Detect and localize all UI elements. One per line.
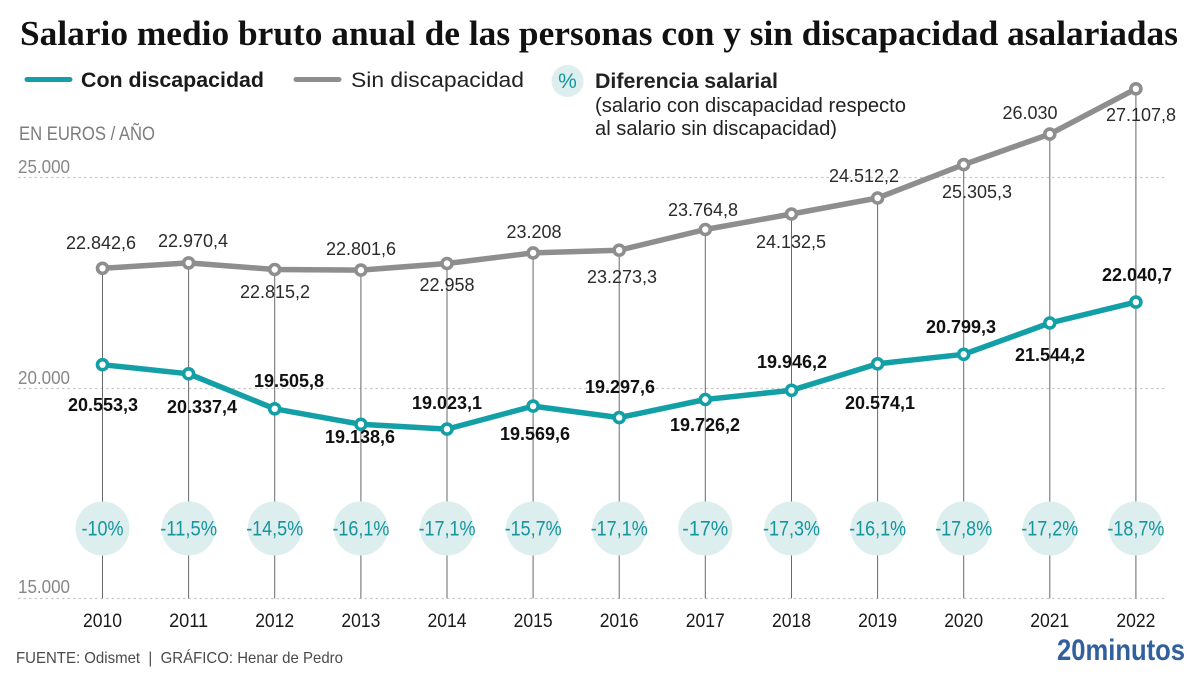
svg-text:24.132,5: 24.132,5 bbox=[756, 232, 826, 252]
svg-text:2015: 2015 bbox=[514, 610, 553, 632]
svg-text:19.946,2: 19.946,2 bbox=[757, 352, 827, 372]
svg-text:23.208: 23.208 bbox=[506, 222, 561, 242]
svg-text:Sin discapacidad: Sin discapacidad bbox=[351, 69, 524, 92]
svg-text:FUENTE: Odismet | GRÁFICO: H: FUENTE: Odismet | GRÁFICO: Henar de Pedr… bbox=[16, 648, 343, 667]
svg-text:al salario sin discapacidad): al salario sin discapacidad) bbox=[595, 118, 837, 140]
svg-text:-11,5%: -11,5% bbox=[160, 518, 217, 541]
svg-text:-17,2%: -17,2% bbox=[1021, 518, 1078, 541]
svg-text:21.544,2: 21.544,2 bbox=[1015, 345, 1085, 365]
svg-text:-17,8%: -17,8% bbox=[935, 518, 992, 541]
svg-text:-16,1%: -16,1% bbox=[849, 518, 906, 541]
svg-text:2019: 2019 bbox=[858, 610, 897, 632]
svg-text:22.970,4: 22.970,4 bbox=[158, 231, 228, 251]
svg-text:Con discapacidad: Con discapacidad bbox=[81, 69, 264, 92]
svg-text:-17,1%: -17,1% bbox=[419, 518, 476, 541]
svg-text:19.569,6: 19.569,6 bbox=[500, 424, 570, 444]
svg-text:20.000: 20.000 bbox=[18, 368, 70, 388]
svg-text:(salario con discapacidad resp: (salario con discapacidad respecto bbox=[595, 95, 906, 117]
svg-text:19.297,6: 19.297,6 bbox=[585, 377, 655, 397]
svg-text:23.273,3: 23.273,3 bbox=[587, 267, 657, 287]
svg-text:20minutos: 20minutos bbox=[1057, 634, 1185, 667]
svg-text:2010: 2010 bbox=[83, 610, 122, 632]
svg-text:2021: 2021 bbox=[1030, 610, 1069, 632]
svg-text:2022: 2022 bbox=[1116, 610, 1155, 632]
svg-text:22.958: 22.958 bbox=[419, 275, 474, 295]
svg-text:-15,7%: -15,7% bbox=[505, 518, 562, 541]
svg-text:24.512,2: 24.512,2 bbox=[829, 166, 899, 186]
svg-text:19.505,8: 19.505,8 bbox=[254, 371, 324, 391]
svg-text:2018: 2018 bbox=[772, 610, 811, 632]
svg-text:Salario medio bruto anual de l: Salario medio bruto anual de las persona… bbox=[20, 14, 1178, 53]
svg-text:-17,1%: -17,1% bbox=[591, 518, 648, 541]
svg-text:2013: 2013 bbox=[341, 610, 380, 632]
svg-text:20.553,3: 20.553,3 bbox=[68, 395, 138, 415]
svg-text:23.764,8: 23.764,8 bbox=[668, 200, 738, 220]
svg-text:20.337,4: 20.337,4 bbox=[167, 397, 237, 417]
svg-text:20.574,1: 20.574,1 bbox=[845, 393, 915, 413]
svg-text:26.030: 26.030 bbox=[1002, 103, 1057, 123]
svg-text:19.023,1: 19.023,1 bbox=[412, 393, 482, 413]
svg-text:-10%: -10% bbox=[82, 518, 124, 541]
svg-text:22.815,2: 22.815,2 bbox=[240, 282, 310, 302]
svg-text:22.801,6: 22.801,6 bbox=[326, 239, 396, 259]
svg-text:25.000: 25.000 bbox=[18, 157, 70, 177]
svg-text:19.726,2: 19.726,2 bbox=[670, 415, 740, 435]
svg-text:19.138,6: 19.138,6 bbox=[325, 427, 395, 447]
svg-text:20.799,3: 20.799,3 bbox=[926, 317, 996, 337]
svg-text:27.107,8: 27.107,8 bbox=[1106, 105, 1176, 125]
svg-text:Diferencia salarial: Diferencia salarial bbox=[595, 70, 778, 93]
svg-text:-17,3%: -17,3% bbox=[763, 518, 820, 541]
svg-text:EN EUROS / AÑO: EN EUROS / AÑO bbox=[19, 123, 155, 145]
svg-text:-18,7%: -18,7% bbox=[1107, 518, 1164, 541]
svg-text:%: % bbox=[558, 70, 577, 93]
svg-text:2011: 2011 bbox=[169, 610, 208, 632]
svg-text:2017: 2017 bbox=[686, 610, 725, 632]
svg-text:2016: 2016 bbox=[600, 610, 639, 632]
svg-text:15.000: 15.000 bbox=[18, 577, 70, 597]
svg-text:-16,1%: -16,1% bbox=[332, 518, 389, 541]
svg-text:-14,5%: -14,5% bbox=[246, 518, 303, 541]
svg-text:22.842,6: 22.842,6 bbox=[66, 233, 136, 253]
svg-text:2012: 2012 bbox=[255, 610, 294, 632]
svg-text:-17%: -17% bbox=[682, 518, 728, 541]
svg-text:2014: 2014 bbox=[428, 610, 467, 632]
svg-text:25.305,3: 25.305,3 bbox=[942, 182, 1012, 202]
svg-text:22.040,7: 22.040,7 bbox=[1102, 265, 1172, 285]
svg-text:2020: 2020 bbox=[944, 610, 983, 632]
